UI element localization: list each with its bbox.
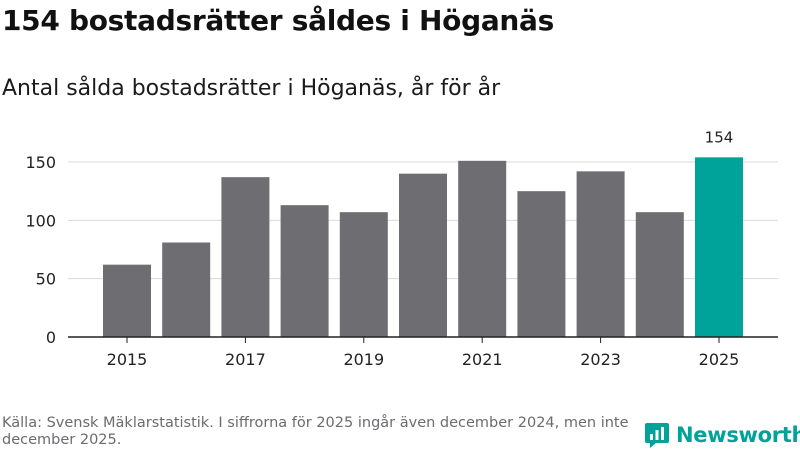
x-tick-label: 2023 <box>580 350 621 369</box>
bar-2019 <box>339 212 388 337</box>
y-tick-label: 50 <box>36 270 56 289</box>
x-tick-label: 2015 <box>107 350 148 369</box>
x-tick-label: 2025 <box>699 350 740 369</box>
x-tick-label: 2021 <box>462 350 503 369</box>
x-tick-label: 2017 <box>225 350 266 369</box>
bar-2022 <box>517 191 566 337</box>
bar-2020 <box>399 173 447 337</box>
chart-subtitle: Antal sålda bostadsrätter i Höganäs, år … <box>2 76 501 101</box>
newsworthy-brand[interactable]: Newsworthy <box>644 420 800 450</box>
bar-2024 <box>635 212 684 337</box>
bar-2015 <box>103 264 151 337</box>
newsworthy-logo-icon <box>645 423 669 448</box>
bar-2017 <box>221 177 270 337</box>
y-tick-label: 0 <box>46 328 56 347</box>
x-tick-label: 2019 <box>343 350 384 369</box>
bar-chart: 0 50 100 150 154 2015 2017 2019 2021 2023 2025 <box>25 128 778 369</box>
bar-2025 <box>695 157 743 337</box>
source-note: Källa: Svensk Mäklarstatistik. I siffror… <box>2 415 629 448</box>
chart-title: 154 bostadsrätter såldes i Höganäs <box>2 4 555 37</box>
brand-name: Newsworthy <box>676 423 800 447</box>
y-tick-label: 100 <box>25 211 56 230</box>
bar-2016 <box>162 242 211 337</box>
bar-2023 <box>576 171 625 337</box>
bar-2021 <box>458 160 507 337</box>
data-label: 154 <box>705 128 734 146</box>
y-tick-label: 150 <box>25 153 56 172</box>
bar-2018 <box>280 205 329 337</box>
